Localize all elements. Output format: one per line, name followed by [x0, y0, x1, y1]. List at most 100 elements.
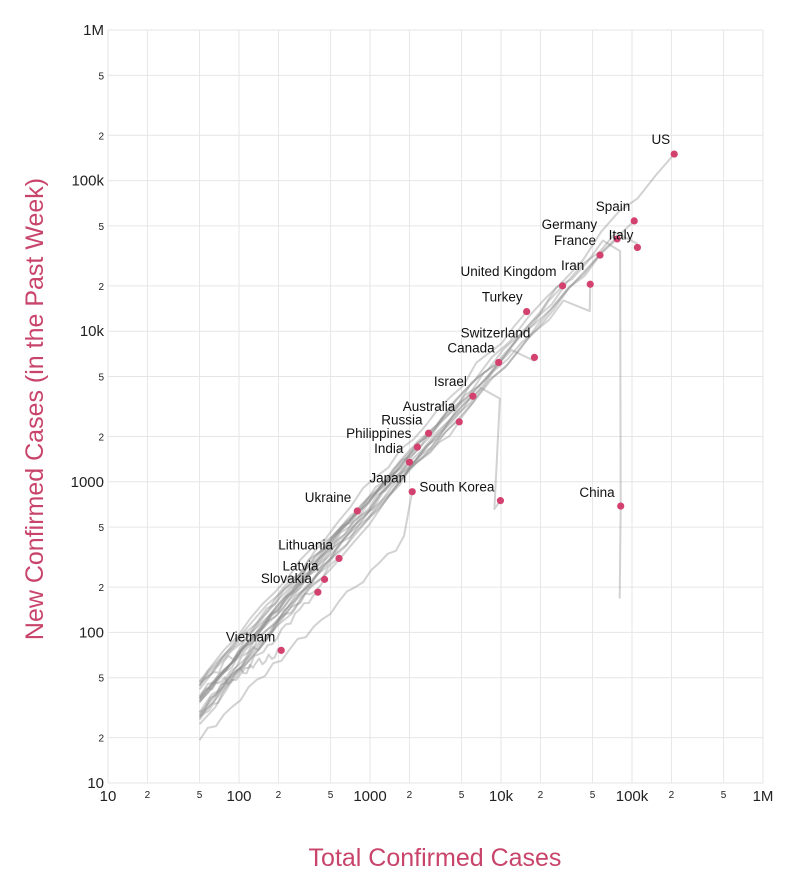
- x-minor-tick-label: 2: [145, 790, 151, 801]
- x-minor-tick-label: 5: [459, 790, 465, 801]
- trajectory-line: [198, 239, 622, 700]
- y-tick-label: 100: [79, 624, 104, 641]
- country-label: Latvia: [283, 558, 320, 573]
- trajectory-line: [198, 395, 474, 719]
- country-point: [455, 418, 463, 426]
- country-point: [633, 243, 642, 252]
- trajectory-line: [198, 238, 618, 719]
- x-minor-tick-label: 2: [276, 790, 282, 801]
- y-tick-label: 10k: [80, 323, 105, 340]
- country-label: Vietnam: [226, 629, 275, 644]
- country-point: [314, 588, 322, 596]
- trajectory-line: [199, 557, 340, 714]
- country-label: Italy: [609, 227, 634, 242]
- trajectory-line: [198, 284, 592, 703]
- country-point: [413, 443, 421, 451]
- trajectory-line: [198, 461, 411, 699]
- country-label: Australia: [403, 399, 456, 414]
- trajectory-line: [198, 361, 500, 685]
- country-point: [424, 429, 433, 437]
- country-point: [630, 217, 638, 225]
- y-minor-tick-label: 2: [98, 131, 104, 142]
- trajectory-line: [198, 153, 675, 701]
- country-label: Iran: [561, 258, 584, 273]
- country-label: Germany: [542, 217, 598, 232]
- country-label: Philippines: [346, 426, 412, 441]
- country-point: [670, 150, 678, 158]
- x-minor-tick-label: 2: [407, 790, 413, 801]
- trajectory-line: [198, 285, 564, 717]
- country-label: Switzerland: [461, 325, 531, 340]
- country-label: Canada: [447, 340, 495, 355]
- country-point: [408, 488, 416, 496]
- trajectory-line: [198, 432, 430, 702]
- x-minor-tick-label: 2: [538, 790, 544, 801]
- y-minor-tick-label: 5: [98, 222, 104, 233]
- y-tick-label: 1M: [83, 22, 104, 39]
- country-label: Spain: [596, 199, 631, 214]
- y-minor-tick-label: 5: [98, 71, 104, 82]
- x-tick-label: 1000: [353, 788, 386, 805]
- x-tick-label: 100k: [616, 788, 649, 805]
- y-minor-tick-label: 5: [98, 373, 104, 384]
- trajectory-line: [198, 647, 282, 697]
- y-tick-label: 10: [87, 775, 104, 792]
- trajectory-line: [198, 231, 639, 690]
- trajectory-line: [198, 591, 319, 721]
- trajectory-line: [198, 254, 601, 725]
- y-minor-tick-label: 2: [98, 583, 104, 594]
- y-axis-title: New Confirmed Cases (in the Past Week): [21, 178, 49, 640]
- x-tick-label: 10k: [489, 788, 514, 805]
- x-minor-tick-label: 2: [669, 790, 675, 801]
- country-label: South Korea: [419, 480, 495, 495]
- y-minor-tick-label: 5: [98, 674, 104, 685]
- country-point: [277, 646, 285, 654]
- country-point: [335, 554, 343, 563]
- country-point: [613, 235, 621, 243]
- country-label: China: [579, 485, 615, 500]
- country-label: Turkey: [482, 290, 523, 305]
- country-trajectories: [198, 153, 675, 741]
- trajectory-line: [198, 446, 419, 687]
- x-axis-title: Total Confirmed Cases: [309, 844, 562, 872]
- x-tick-label: 10: [100, 788, 117, 805]
- country-label: Lithuania: [278, 537, 333, 552]
- x-minor-tick-label: 5: [197, 790, 203, 801]
- y-minor-tick-label: 5: [98, 523, 104, 534]
- country-point: [469, 392, 477, 400]
- axis-ticks: 10 100 1000 10k 100k 1M 10 100 1000 10k 100k 1M 2 2 5 5…: [71, 22, 774, 805]
- country-label: Slovakia: [261, 571, 313, 586]
- x-tick-label: 100: [226, 788, 251, 805]
- y-minor-tick-label: 2: [98, 734, 104, 745]
- country-points: [277, 150, 678, 654]
- country-point: [558, 282, 567, 290]
- country-point: [523, 307, 531, 316]
- country-label: France: [554, 233, 596, 248]
- trajectory-line: [198, 349, 536, 716]
- country-point: [320, 575, 329, 583]
- country-point: [405, 458, 414, 466]
- country-label: Israel: [434, 374, 467, 389]
- country-point: [586, 280, 594, 288]
- country-point: [495, 358, 503, 367]
- x-minor-tick-label: 5: [721, 790, 727, 801]
- country-label: United Kingdom: [460, 264, 556, 279]
- country-point: [530, 353, 539, 361]
- country-point: [496, 497, 505, 505]
- country-label: India: [374, 441, 404, 456]
- y-tick-label: 100k: [71, 173, 104, 190]
- y-minor-tick-label: 2: [98, 282, 104, 293]
- trajectory-line: [198, 386, 502, 703]
- trajectory-line: [198, 310, 528, 682]
- country-point: [596, 251, 604, 259]
- country-labels: US Spain Germany Italy France United Kingdom I…: [226, 132, 670, 644]
- country-label: US: [651, 132, 670, 147]
- x-minor-tick-label: 5: [328, 790, 334, 801]
- trajectory-line: [198, 491, 414, 741]
- y-tick-label: 1000: [71, 474, 104, 491]
- country-label: Japan: [369, 471, 406, 486]
- country-label: Ukraine: [305, 490, 352, 505]
- country-point: [353, 507, 361, 515]
- country-point: [617, 502, 625, 510]
